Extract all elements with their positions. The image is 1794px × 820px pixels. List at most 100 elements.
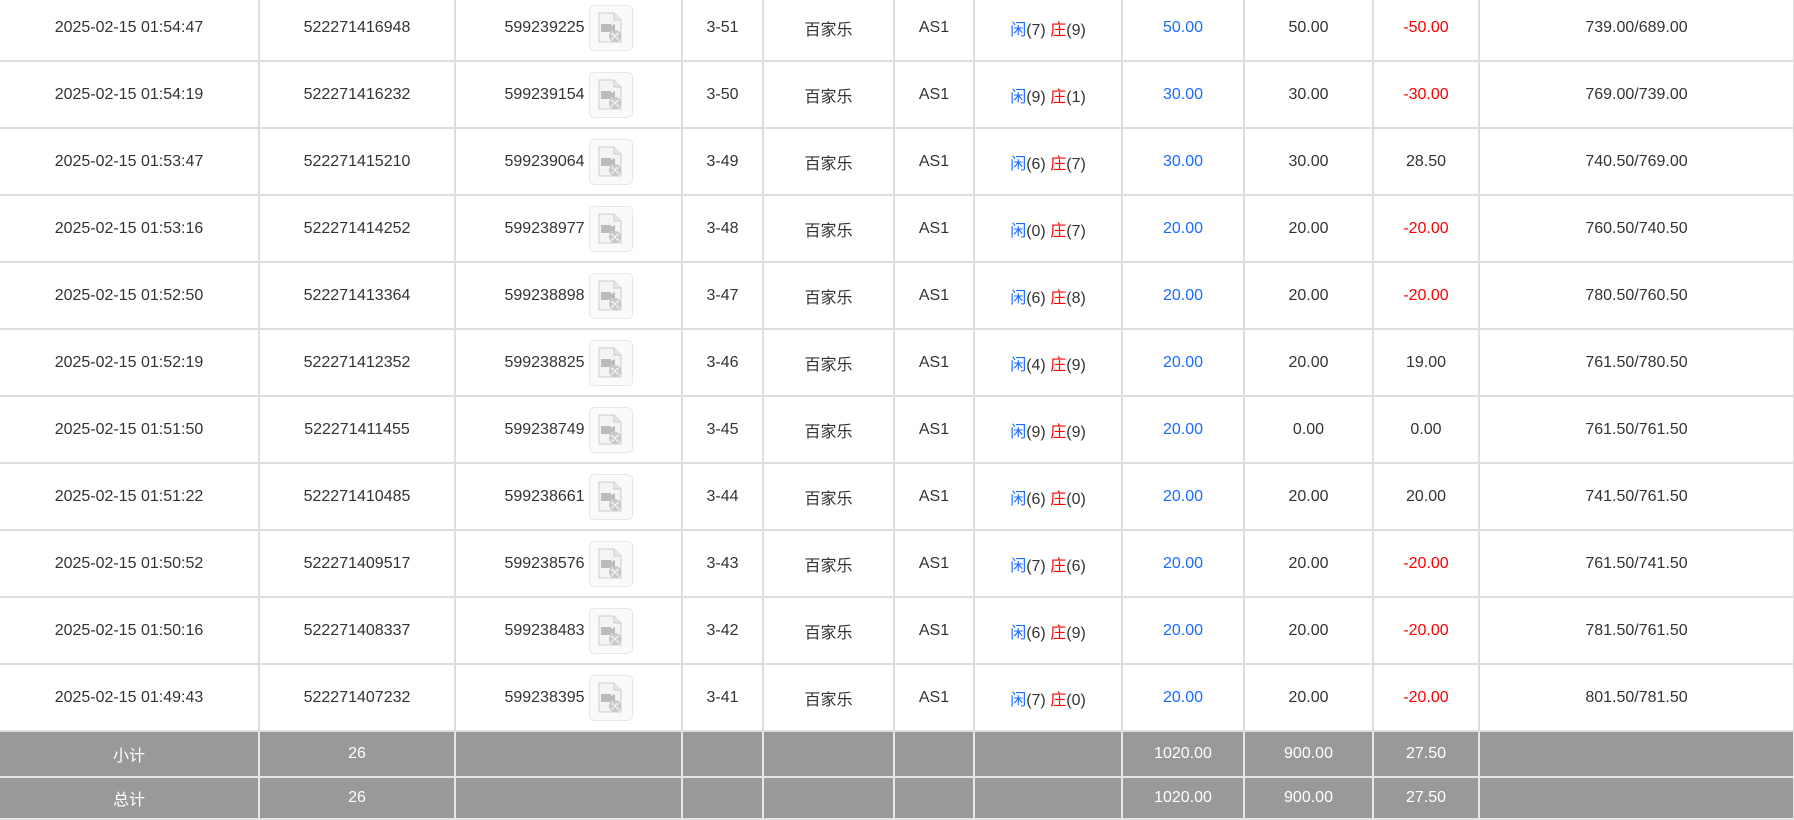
game-name: 百家乐 [762, 462, 895, 531]
result: 闲(6) 庄(7) [973, 127, 1123, 196]
game-name: 百家乐 [762, 328, 895, 397]
round-id: 599238898 [504, 286, 585, 304]
bet-time: 2025-02-15 01:52:50 [0, 261, 260, 330]
result: 闲(7) 庄(0) [973, 663, 1123, 732]
table-row: 2025-02-15 01:54:19 522271416232 599239154… [0, 60, 1794, 129]
banker-label: 庄 [1050, 155, 1067, 173]
balance: 761.50/761.50 [1478, 395, 1794, 464]
round-cell: 599239154 [454, 60, 683, 129]
video-file-icon[interactable] [588, 540, 633, 587]
total-valid: 900.00 [1243, 776, 1374, 820]
room: AS1 [893, 194, 975, 263]
banker-points: (9) [1066, 624, 1086, 642]
result: 闲(4) 庄(9) [973, 328, 1123, 397]
room: AS1 [893, 127, 975, 196]
result: 闲(6) 庄(8) [973, 261, 1123, 330]
valid-bet: 30.00 [1243, 127, 1374, 196]
video-file-icon[interactable] [588, 406, 633, 453]
player-points: (9) [1026, 88, 1046, 106]
banker-label: 庄 [1050, 490, 1067, 508]
bet-amount: 30.00 [1121, 60, 1245, 129]
table-no: 3-47 [681, 261, 764, 330]
bet-time: 2025-02-15 01:52:19 [0, 328, 260, 397]
banker-label: 庄 [1050, 222, 1067, 240]
player-points: (9) [1026, 423, 1046, 441]
bet-amount: 20.00 [1121, 395, 1245, 464]
room: AS1 [893, 60, 975, 129]
banker-label: 庄 [1050, 88, 1067, 106]
video-file-icon[interactable] [588, 205, 633, 252]
player-points: (0) [1026, 222, 1046, 240]
bet-amount: 50.00 [1121, 0, 1245, 62]
game-name: 百家乐 [762, 127, 895, 196]
game-name: 百家乐 [762, 194, 895, 263]
player-label: 闲 [1010, 356, 1027, 374]
table-no: 3-51 [681, 0, 764, 62]
banker-label: 庄 [1050, 289, 1067, 307]
bet-amount: 20.00 [1121, 663, 1245, 732]
valid-bet: 50.00 [1243, 0, 1374, 62]
table-row: 2025-02-15 01:54:47 522271416948 599239225… [0, 0, 1794, 62]
video-file-icon[interactable] [588, 339, 633, 386]
room: AS1 [893, 596, 975, 665]
round-cell: 599238576 [454, 529, 683, 598]
video-file-icon[interactable] [588, 473, 633, 520]
banker-points: (9) [1066, 356, 1086, 374]
round-id: 599238576 [504, 554, 585, 572]
valid-bet: 20.00 [1243, 261, 1374, 330]
result: 闲(9) 庄(9) [973, 395, 1123, 464]
player-points: (6) [1026, 289, 1046, 307]
round-id: 599238825 [504, 353, 585, 371]
table-no: 3-44 [681, 462, 764, 531]
bet-time: 2025-02-15 01:53:16 [0, 194, 260, 263]
valid-bet: 20.00 [1243, 663, 1374, 732]
subtotal-valid: 900.00 [1243, 730, 1374, 778]
round-cell: 599238977 [454, 194, 683, 263]
bet-id: 522271409517 [258, 529, 456, 598]
room: AS1 [893, 663, 975, 732]
table-row: 2025-02-15 01:50:52 522271409517 599238576… [0, 529, 1794, 598]
bet-time: 2025-02-15 01:50:52 [0, 529, 260, 598]
valid-bet: 20.00 [1243, 462, 1374, 531]
game-name: 百家乐 [762, 60, 895, 129]
bet-time: 2025-02-15 01:54:47 [0, 0, 260, 62]
bet-time: 2025-02-15 01:53:47 [0, 127, 260, 196]
video-file-icon[interactable] [588, 138, 633, 185]
win-loss: -20.00 [1372, 596, 1480, 665]
video-file-icon[interactable] [588, 71, 633, 118]
room: AS1 [893, 261, 975, 330]
video-file-icon[interactable] [588, 4, 633, 51]
player-points: (6) [1026, 155, 1046, 173]
video-file-icon[interactable] [588, 674, 633, 721]
bet-id: 522271416232 [258, 60, 456, 129]
room: AS1 [893, 529, 975, 598]
round-cell: 599238825 [454, 328, 683, 397]
bet-time: 2025-02-15 01:49:43 [0, 663, 260, 732]
video-file-icon[interactable] [588, 272, 633, 319]
video-file-icon[interactable] [588, 607, 633, 654]
result: 闲(6) 庄(9) [973, 596, 1123, 665]
bet-time: 2025-02-15 01:54:19 [0, 60, 260, 129]
win-loss: -20.00 [1372, 261, 1480, 330]
round-id: 599238661 [504, 487, 585, 505]
balance: 760.50/740.50 [1478, 194, 1794, 263]
banker-label: 庄 [1050, 356, 1067, 374]
room: AS1 [893, 395, 975, 464]
result: 闲(6) 庄(0) [973, 462, 1123, 531]
win-loss: -30.00 [1372, 60, 1480, 129]
valid-bet: 20.00 [1243, 194, 1374, 263]
banker-points: (0) [1066, 691, 1086, 709]
banker-points: (6) [1066, 557, 1086, 575]
player-points: (6) [1026, 624, 1046, 642]
room: AS1 [893, 0, 975, 62]
result: 闲(7) 庄(6) [973, 529, 1123, 598]
bet-amount: 30.00 [1121, 127, 1245, 196]
banker-points: (1) [1066, 88, 1086, 106]
round-cell: 599238483 [454, 596, 683, 665]
player-label: 闲 [1010, 423, 1027, 441]
player-points: (7) [1026, 21, 1046, 39]
round-cell: 599238749 [454, 395, 683, 464]
bet-amount: 20.00 [1121, 596, 1245, 665]
player-label: 闲 [1010, 289, 1027, 307]
